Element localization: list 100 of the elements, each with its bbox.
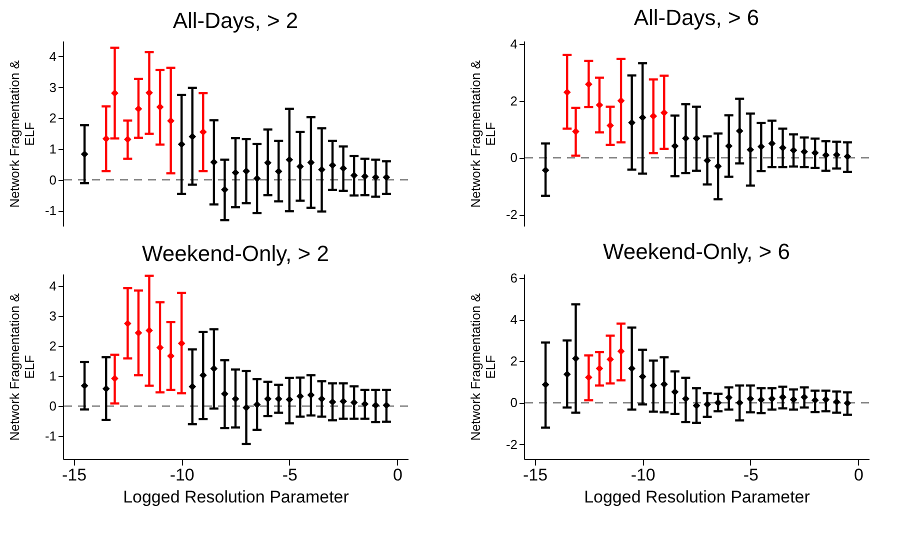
point: [757, 142, 765, 150]
x-tick-label: -5: [282, 466, 298, 484]
y-tick-label: 1: [49, 368, 56, 384]
point: [307, 158, 315, 166]
point: [714, 162, 722, 170]
point: [682, 395, 690, 402]
chart-title: All-Days, > 6: [634, 4, 760, 30]
chart-title: Weekend-Only, > 2: [142, 241, 329, 266]
point: [178, 140, 186, 148]
point: [736, 127, 744, 135]
point: [286, 156, 294, 164]
point: [232, 395, 240, 403]
y-tick-label: 2: [49, 338, 56, 354]
y-tick-label: 0: [510, 395, 518, 410]
point: [563, 88, 571, 96]
point: [746, 146, 754, 154]
point: [832, 398, 840, 406]
x-tick-label: 0: [392, 466, 402, 484]
point: [221, 390, 228, 398]
y-tick-label: 1: [49, 141, 56, 156]
point: [372, 174, 380, 181]
point: [361, 172, 369, 180]
point: [134, 329, 142, 337]
point: [746, 395, 754, 402]
point: [779, 144, 786, 152]
y-tick-label: -1: [44, 203, 56, 218]
y-tick-label: 3: [49, 308, 56, 324]
point: [102, 135, 110, 142]
point: [800, 393, 808, 401]
x-axis-title: Logged Resolution Parameter: [123, 488, 350, 506]
point: [757, 396, 765, 404]
point: [811, 396, 819, 404]
point: [768, 140, 776, 148]
x-tick-label: -15: [522, 466, 548, 484]
y-tick-label: 6: [510, 270, 518, 286]
y-tick-label: 4: [510, 312, 518, 328]
point: [779, 393, 786, 401]
point: [704, 400, 711, 408]
point: [199, 128, 207, 136]
point: [156, 344, 164, 352]
point: [242, 404, 250, 412]
point: [844, 152, 852, 160]
point: [596, 364, 604, 372]
point: [264, 159, 272, 166]
point: [617, 97, 625, 104]
y-tick-label: 4: [510, 36, 518, 52]
point: [188, 132, 196, 140]
y-axis-title: Network Fragmentation & ELF: [468, 60, 498, 208]
point: [102, 385, 110, 392]
point: [790, 396, 798, 404]
chart-title: All-Days, > 2: [172, 8, 298, 33]
point: [596, 101, 604, 109]
point: [124, 136, 132, 144]
point: [714, 399, 722, 406]
point: [660, 380, 668, 388]
point: [628, 364, 636, 372]
y-tick-label: -2: [506, 207, 518, 222]
y-tick-label: 0: [49, 398, 56, 414]
point: [638, 372, 646, 380]
point: [167, 117, 175, 125]
point: [800, 148, 808, 156]
point: [296, 392, 304, 400]
point: [274, 395, 282, 403]
chart-title: Weekend-Only, > 6: [603, 239, 790, 264]
point: [682, 134, 690, 142]
point: [253, 174, 261, 182]
y-tick-label: 0: [49, 172, 56, 188]
point: [725, 394, 733, 402]
point: [382, 174, 390, 181]
y-tick-label: 2: [510, 93, 518, 108]
point: [638, 114, 646, 122]
point: [296, 162, 304, 170]
point: [210, 364, 218, 372]
point: [671, 142, 679, 150]
x-tick-label: 0: [854, 466, 864, 484]
x-tick-label: -10: [630, 466, 656, 484]
point: [704, 156, 711, 164]
y-axis-title: Network Fragmentation & ELF: [468, 292, 498, 441]
point: [253, 400, 261, 408]
point: [584, 374, 592, 382]
point: [628, 118, 636, 126]
point: [768, 395, 776, 402]
point: [584, 80, 592, 88]
point: [264, 395, 272, 403]
point: [660, 109, 668, 116]
point: [146, 89, 153, 97]
point: [328, 398, 336, 406]
point: [111, 89, 118, 97]
point: [199, 372, 207, 379]
point: [650, 382, 658, 390]
point: [822, 396, 830, 404]
point: [736, 399, 744, 406]
y-tick-label: 0: [510, 150, 518, 166]
point: [361, 400, 369, 408]
point: [617, 348, 625, 355]
y-tick-label: 2: [49, 110, 56, 126]
x-tick-label: -5: [743, 466, 758, 484]
point: [372, 402, 380, 409]
point: [350, 398, 358, 406]
x-axis-title: Logged Resolution Parameter: [584, 488, 810, 506]
